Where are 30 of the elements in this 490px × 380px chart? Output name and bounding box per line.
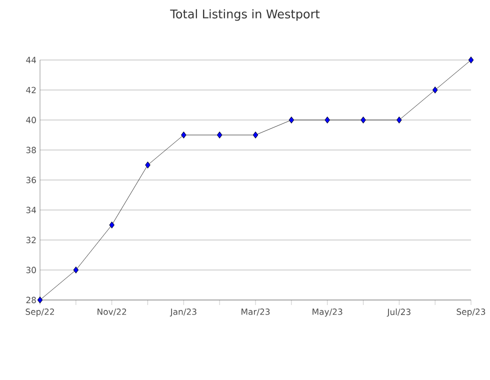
x-tick-label: Sep/22 bbox=[26, 308, 54, 317]
y-tick-label: 40 bbox=[26, 116, 36, 124]
x-tick-label: May/23 bbox=[312, 308, 342, 317]
point bbox=[73, 266, 79, 274]
point bbox=[181, 132, 186, 138]
point bbox=[396, 116, 402, 124]
y-tick-label: 32 bbox=[26, 236, 36, 244]
point bbox=[360, 116, 366, 124]
point bbox=[324, 116, 330, 124]
point bbox=[145, 162, 150, 168]
y-tick-label: 44 bbox=[26, 56, 36, 64]
y-tick-label: 38 bbox=[26, 146, 36, 154]
y-tick-label: 42 bbox=[26, 86, 36, 94]
y-tick-label: 28 bbox=[26, 296, 36, 304]
y-tick-label: 36 bbox=[26, 176, 36, 184]
chart-title: Total Listings in Westport bbox=[170, 9, 320, 21]
x-tick-label: Nov/22 bbox=[98, 308, 126, 316]
point bbox=[216, 132, 222, 138]
point bbox=[288, 116, 294, 124]
point bbox=[109, 222, 114, 228]
point bbox=[468, 56, 474, 64]
point bbox=[37, 296, 43, 304]
x-tick-label: Mar/23 bbox=[242, 308, 270, 316]
y-tick-label: 30 bbox=[26, 266, 36, 274]
point bbox=[252, 132, 258, 138]
x-tick-label: Jan/23 bbox=[170, 308, 196, 317]
x-tick-label: Sep/23 bbox=[456, 308, 486, 317]
point bbox=[432, 86, 438, 94]
y-tick-label: 34 bbox=[26, 206, 36, 214]
x-tick-label: Jul/23 bbox=[386, 308, 410, 317]
